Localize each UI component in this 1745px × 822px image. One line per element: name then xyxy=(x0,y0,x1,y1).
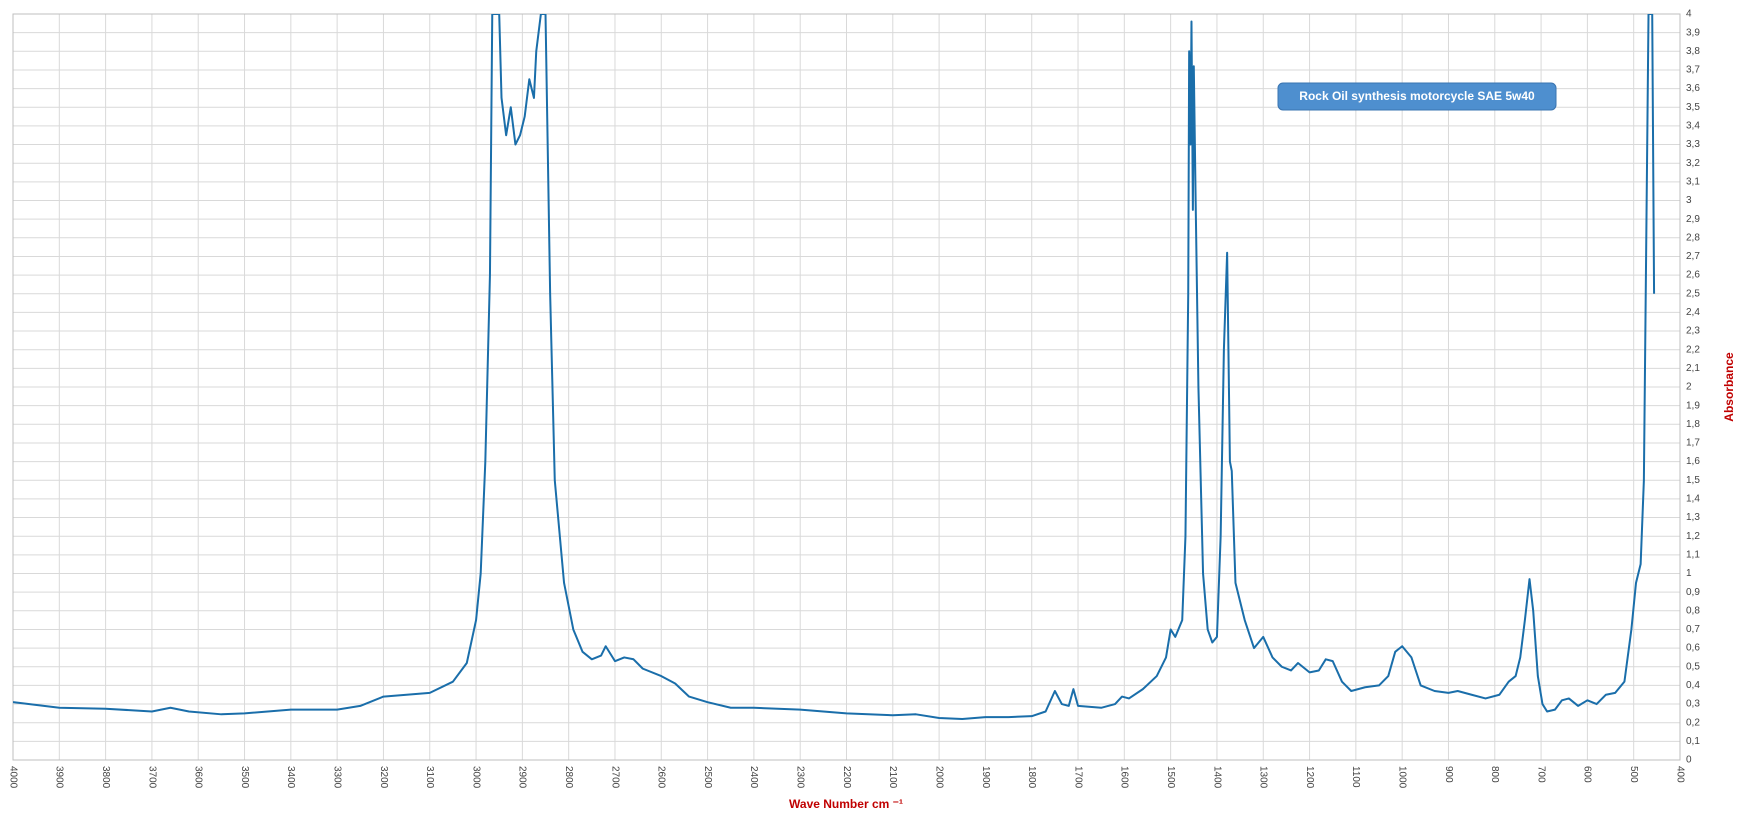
y-tick-label: 3,9 xyxy=(1686,27,1700,38)
x-tick-label: 700 xyxy=(1535,766,1546,783)
y-tick-label: 1,9 xyxy=(1686,400,1700,411)
y-tick-label: 2 xyxy=(1686,382,1692,393)
x-tick-label: 1600 xyxy=(1119,766,1130,789)
x-tick-label: 2400 xyxy=(748,766,759,789)
x-tick-label: 1400 xyxy=(1211,766,1222,789)
y-tick-label: 0,6 xyxy=(1686,643,1700,654)
x-tick-label: 1500 xyxy=(1165,766,1176,789)
x-tick-label: 3900 xyxy=(54,766,65,789)
x-tick-label: 500 xyxy=(1628,766,1639,783)
spectrum-line xyxy=(13,14,1656,720)
plot-frame xyxy=(12,13,1681,761)
y-tick-label: 3 xyxy=(1686,195,1692,206)
y-tick-label: 0,2 xyxy=(1686,717,1700,728)
x-tick-label: 1800 xyxy=(1026,766,1037,789)
x-tick-label: 1100 xyxy=(1350,766,1361,788)
annotation: Rock Oil synthesis motorcycle SAE 5w40 xyxy=(1299,89,1535,103)
x-tick-label: 3600 xyxy=(193,766,204,789)
plot-area xyxy=(13,14,1656,720)
y-axis-title: Absorbance xyxy=(1722,352,1736,422)
x-tick-label: 2700 xyxy=(609,766,620,789)
x-tick-label: 1200 xyxy=(1304,766,1315,789)
x-tick-label: 900 xyxy=(1443,766,1454,783)
x-tick-label: 2200 xyxy=(841,766,852,789)
y-tick-label: 0,1 xyxy=(1686,736,1700,747)
x-tick-label: 3700 xyxy=(146,766,157,789)
x-tick-label: 2000 xyxy=(933,766,944,789)
x-tick-label: 4000 xyxy=(7,766,18,789)
y-tick-label: 0 xyxy=(1686,755,1692,766)
x-tick-label: 2100 xyxy=(887,766,898,789)
x-tick-label: 3500 xyxy=(239,766,250,789)
y-tick-label: 3,2 xyxy=(1686,158,1700,169)
x-tick-label: 3200 xyxy=(378,766,389,789)
y-tick-label: 1,3 xyxy=(1686,512,1700,523)
y-tick-label: 2,1 xyxy=(1686,363,1700,374)
grid xyxy=(12,13,1681,761)
annotation-box xyxy=(1277,82,1557,111)
y-tick-label: 4 xyxy=(1686,9,1692,20)
y-tick-label: 1,5 xyxy=(1686,475,1700,486)
x-tick-label: 1300 xyxy=(1258,766,1269,789)
x-tick-label: 2300 xyxy=(795,766,806,789)
x-tick-label: 3800 xyxy=(100,766,111,789)
x-tick-label: 2800 xyxy=(563,766,574,789)
y-tick-label: 1,7 xyxy=(1686,438,1700,449)
y-tick-label: 0,3 xyxy=(1686,699,1700,710)
y-tick-label: 2,4 xyxy=(1686,307,1700,318)
y-tick-label: 2,6 xyxy=(1686,270,1700,281)
y-tick-label: 0,7 xyxy=(1686,624,1700,635)
x-tick-label: 2900 xyxy=(517,766,528,789)
x-tick-label: 3400 xyxy=(285,766,296,789)
x-tick-label: 1900 xyxy=(980,766,991,789)
y-tick-label: 1,2 xyxy=(1686,531,1700,542)
y-tick-label: 1,4 xyxy=(1686,494,1700,505)
x-tick-label: 1700 xyxy=(1072,766,1083,789)
x-tick-label: 3100 xyxy=(424,766,435,789)
y-tick-label: 2,8 xyxy=(1686,232,1700,243)
y-tick-label: 0,4 xyxy=(1686,680,1700,691)
x-tick-label: 400 xyxy=(1674,766,1685,783)
y-tick-label: 1,8 xyxy=(1686,419,1700,430)
y-tick-label: 2,7 xyxy=(1686,251,1700,262)
y-tick-label: 0,5 xyxy=(1686,661,1700,672)
x-tick-label: 2600 xyxy=(656,766,667,789)
y-tick-label: 3,4 xyxy=(1686,121,1700,132)
y-tick-label: 1,6 xyxy=(1686,456,1700,467)
x-axis-title: Wave Number cm ⁻¹ xyxy=(789,797,903,811)
y-tick-label: 3,3 xyxy=(1686,139,1700,150)
y-tick-label: 3,6 xyxy=(1686,83,1700,94)
y-tick-label: 1 xyxy=(1686,568,1692,579)
x-tick-label: 3000 xyxy=(470,766,481,789)
y-tick-label: 2,9 xyxy=(1686,214,1700,225)
y-tick-label: 2,5 xyxy=(1686,288,1700,299)
y-tick-label: 3,5 xyxy=(1686,102,1700,113)
y-tick-label: 3,7 xyxy=(1686,65,1700,76)
y-tick-label: 2,3 xyxy=(1686,326,1700,337)
x-tick-label: 2500 xyxy=(702,766,713,789)
y-tick-label: 1,1 xyxy=(1686,549,1700,560)
x-tick-label: 1000 xyxy=(1397,766,1408,789)
y-tick-label: 3,8 xyxy=(1686,46,1700,57)
y-tick-label: 0,9 xyxy=(1686,587,1700,598)
x-tick-label: 800 xyxy=(1489,766,1500,783)
x-tick-label: 600 xyxy=(1582,766,1593,783)
y-tick-label: 3,1 xyxy=(1686,176,1700,187)
y-tick-label: 2,2 xyxy=(1686,344,1700,355)
y-tick-label: 0,8 xyxy=(1686,605,1700,616)
x-tick-label: 3300 xyxy=(331,766,342,789)
